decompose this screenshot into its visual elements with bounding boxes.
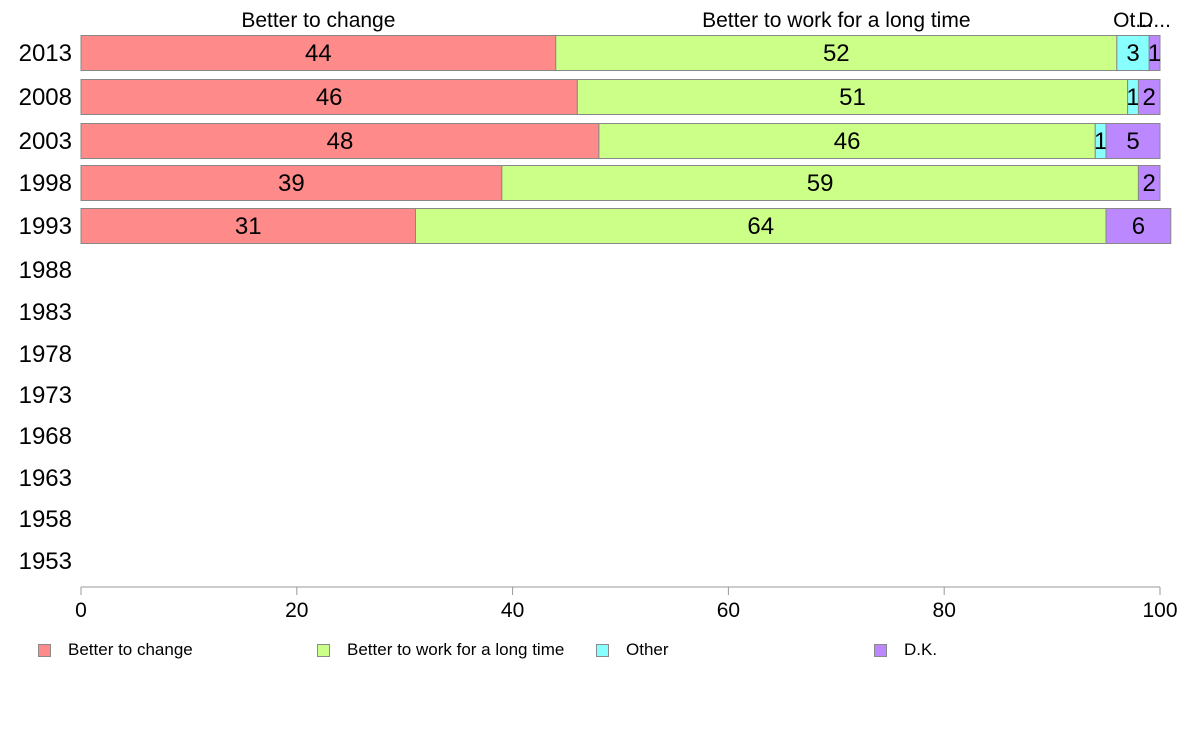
legend-label-0: Better to change [68,640,193,659]
legend-label-1: Better to work for a long time [347,640,565,659]
legend-item-0: Better to change [38,636,193,664]
legend-swatch-1 [317,643,330,657]
legend-swatch-0 [38,643,51,657]
y-tick-label-1968: 1968 [19,423,72,450]
data-label-2008-series-1: 51 [839,84,866,111]
data-label-2008-series-0: 46 [316,84,343,111]
stacked-bar-chart: Better to change Better to work for a lon… [19,9,1178,620]
x-tick-label-20: 20 [285,599,308,620]
y-tick-label-1963: 1963 [19,465,72,492]
bar-2013-series-3 [1148,35,1161,71]
data-label-2013-series-3: 1 [1148,40,1161,67]
bar-1993-series-1 [414,208,1107,244]
bar-2003-series-3 [1105,123,1161,159]
bar-2008-series-1 [576,79,1129,115]
bar-1998-series-1 [501,165,1139,201]
data-label-2013-series-0: 44 [305,40,332,67]
y-tick-label-2008: 2008 [19,84,72,111]
data-label-1993-series-3: 6 [1132,213,1145,240]
legend-item-3: D.K. [874,636,937,664]
x-tick-label-60: 60 [717,599,740,620]
x-tick-label-100: 100 [1142,599,1177,620]
y-tick-label-1988: 1988 [19,257,72,284]
y-tick-label-1983: 1983 [19,299,72,326]
y-tick-label-1973: 1973 [19,382,72,409]
data-label-1998-series-1: 59 [807,170,834,197]
bar-1998-series-3 [1137,165,1161,201]
segment-header-labels: Better to change Better to work for a lon… [241,9,1171,32]
data-label-1993-series-0: 31 [235,213,262,240]
header-label-1: Better to work for a long time [702,9,970,32]
x-tick-label-0: 0 [75,599,87,620]
header-label-3: D... [1138,9,1171,32]
legend-label-2: Other [626,640,669,659]
legend-swatch-2 [596,643,609,657]
x-axis: 0 20 40 60 80 100 [75,586,1178,620]
data-label-2003-series-1: 46 [834,128,861,155]
legend-item-2: Other [596,636,669,664]
y-axis-tick-labels: 2013 2008 2003 1998 1993 1988 1983 1978 1973 1968… [19,40,72,575]
bar-2008-series-3 [1137,79,1161,115]
bars: 44 52 3 146 51 1 248 46 1 539 59 231 64 6 [80,35,1172,244]
legend-item-1: Better to work for a long time [317,636,564,664]
data-label-1998-series-0: 39 [278,170,305,197]
bar-1998-series-0 [80,165,503,201]
y-tick-label-1993: 1993 [19,213,72,240]
data-label-2013-series-1: 52 [823,40,850,67]
data-label-2008-series-2: 1 [1126,84,1139,111]
x-tick-label-40: 40 [501,599,524,620]
legend-swatch-3 [874,643,887,657]
data-label-2003-series-0: 48 [327,128,354,155]
data-label-2013-series-2: 3 [1126,40,1139,67]
x-tick-label-80: 80 [933,599,956,620]
data-label-2003-series-3: 5 [1126,128,1139,155]
legend: Better to change Better to work for a lon… [0,636,1188,664]
bar-2003-series-1 [598,123,1096,159]
y-tick-label-1953: 1953 [19,548,72,575]
bar-1993-series-0 [80,208,416,244]
y-tick-label-1978: 1978 [19,341,72,368]
data-label-1998-series-3: 2 [1143,170,1156,197]
header-label-2: Ot... [1113,9,1153,32]
bar-2003-series-0 [80,123,600,159]
data-label-1993-series-1: 64 [747,213,774,240]
y-tick-label-1998: 1998 [19,170,72,197]
bar-2008-series-0 [80,79,578,115]
y-tick-label-2003: 2003 [19,128,72,155]
y-tick-label-1958: 1958 [19,506,72,533]
bar-2013-series-1 [555,35,1118,71]
legend-label-3: D.K. [904,640,938,659]
header-label-0: Better to change [241,9,395,32]
bar-1993-series-3 [1105,208,1172,244]
data-label-2008-series-3: 2 [1143,84,1156,111]
y-tick-label-2013: 2013 [19,40,72,67]
data-label-2003-series-2: 1 [1094,128,1107,155]
